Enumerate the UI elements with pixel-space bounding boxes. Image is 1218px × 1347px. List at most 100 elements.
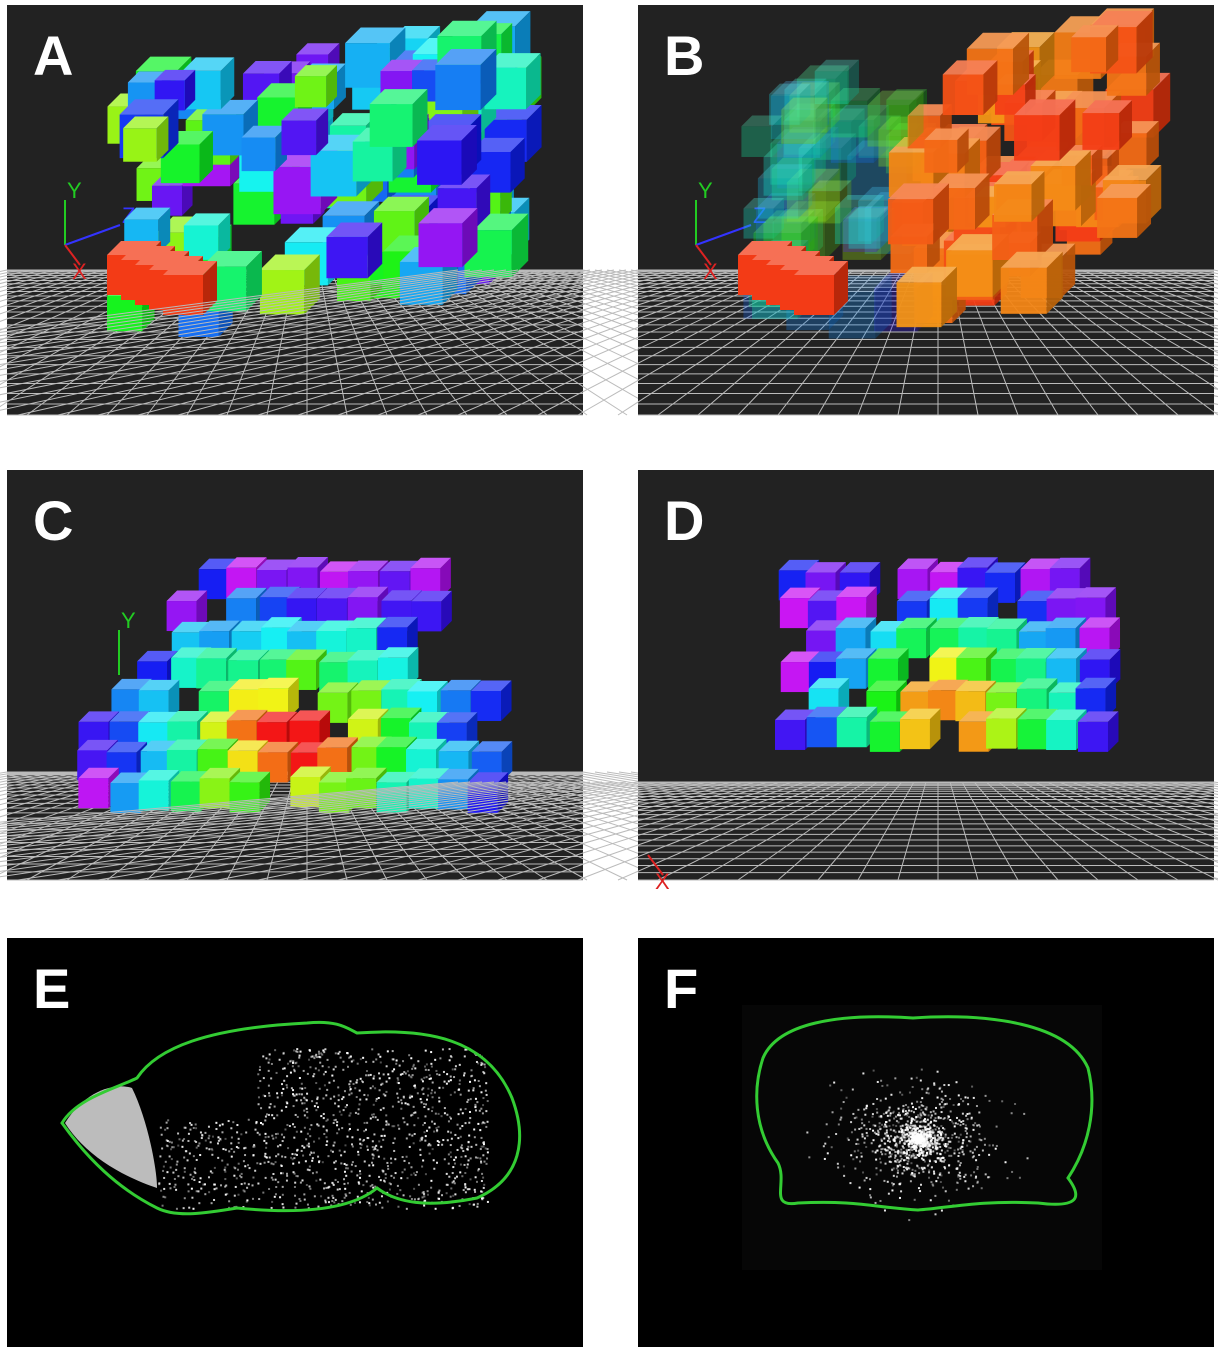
speckle — [916, 1121, 918, 1123]
speckle — [869, 1178, 871, 1180]
speckle — [934, 1125, 936, 1127]
speckle — [978, 1154, 980, 1156]
speckle — [474, 1079, 476, 1081]
speckle — [925, 1149, 927, 1151]
speckle — [382, 1128, 384, 1130]
speckle — [475, 1106, 477, 1108]
speckle — [965, 1130, 967, 1132]
speckle — [392, 1125, 394, 1127]
speckle — [889, 1115, 891, 1117]
speckle — [939, 1103, 941, 1105]
speckle — [423, 1196, 425, 1198]
speckle — [910, 1156, 912, 1158]
speckle — [916, 1138, 918, 1140]
speckle — [277, 1096, 279, 1098]
speckle — [892, 1112, 894, 1114]
speckle — [371, 1184, 373, 1186]
speckle — [325, 1071, 327, 1073]
speckle — [296, 1099, 298, 1101]
speckle — [421, 1089, 423, 1091]
speckle — [971, 1086, 973, 1088]
speckle — [919, 1114, 921, 1116]
speckle — [192, 1208, 194, 1210]
speckle — [264, 1162, 266, 1164]
panel-label: D — [664, 489, 704, 552]
speckle — [372, 1116, 374, 1118]
speckle — [217, 1157, 219, 1159]
speckle — [404, 1169, 406, 1171]
speckle — [942, 1137, 944, 1139]
speckle — [265, 1136, 267, 1138]
speckle — [310, 1124, 312, 1126]
speckle — [200, 1188, 202, 1190]
speckle — [386, 1162, 388, 1164]
speckle — [359, 1143, 361, 1145]
speckle — [904, 1139, 906, 1141]
speckle — [918, 1167, 920, 1169]
speckle — [482, 1112, 484, 1114]
speckle — [958, 1141, 960, 1143]
speckle — [436, 1162, 438, 1164]
speckle — [413, 1172, 415, 1174]
speckle — [272, 1173, 274, 1175]
speckle — [454, 1134, 456, 1136]
speckle — [243, 1160, 245, 1162]
speckle — [417, 1092, 419, 1094]
speckle — [363, 1130, 365, 1132]
speckle — [962, 1142, 964, 1144]
speckle — [459, 1127, 461, 1129]
speckle — [301, 1093, 303, 1095]
speckle — [995, 1148, 997, 1150]
speckle — [970, 1174, 972, 1176]
speckle — [173, 1146, 175, 1148]
speckle — [352, 1059, 354, 1061]
speckle — [980, 1139, 982, 1141]
speckle — [414, 1085, 416, 1087]
speckle — [298, 1057, 300, 1059]
speckle — [214, 1188, 216, 1190]
speckle — [191, 1124, 193, 1126]
speckle — [327, 1197, 329, 1199]
speckle — [421, 1166, 423, 1168]
speckle — [173, 1186, 175, 1188]
speckle — [420, 1098, 422, 1100]
speckle — [479, 1129, 481, 1131]
cube-front — [295, 76, 326, 107]
speckle — [863, 1124, 865, 1126]
speckle — [335, 1066, 337, 1068]
speckle — [444, 1081, 446, 1083]
speckle — [414, 1198, 416, 1200]
speckle — [208, 1137, 210, 1139]
speckle — [211, 1172, 213, 1174]
speckle — [927, 1165, 929, 1167]
speckle — [289, 1125, 291, 1127]
speckle — [169, 1183, 171, 1185]
speckle — [275, 1193, 277, 1195]
speckle — [373, 1075, 375, 1077]
speckle — [899, 1182, 901, 1184]
speckle — [911, 1103, 913, 1105]
speckle — [345, 1175, 347, 1177]
speckle — [176, 1164, 178, 1166]
speckle — [422, 1124, 424, 1126]
speckle — [408, 1162, 410, 1164]
speckle — [378, 1097, 380, 1099]
speckle — [345, 1167, 347, 1169]
speckle — [886, 1132, 888, 1134]
speckle — [357, 1129, 359, 1131]
axis-label: X — [72, 259, 87, 284]
speckle — [959, 1164, 961, 1166]
speckle — [398, 1128, 400, 1130]
speckle — [969, 1113, 971, 1115]
speckle — [354, 1087, 356, 1089]
speckle — [324, 1084, 326, 1086]
speckle — [417, 1117, 419, 1119]
speckle — [909, 1140, 911, 1142]
speckle — [281, 1092, 283, 1094]
speckle — [366, 1098, 368, 1100]
speckle — [309, 1050, 311, 1052]
speckle — [909, 1092, 911, 1094]
speckle — [947, 1117, 949, 1119]
speckle — [281, 1110, 283, 1112]
speckle — [317, 1206, 319, 1208]
